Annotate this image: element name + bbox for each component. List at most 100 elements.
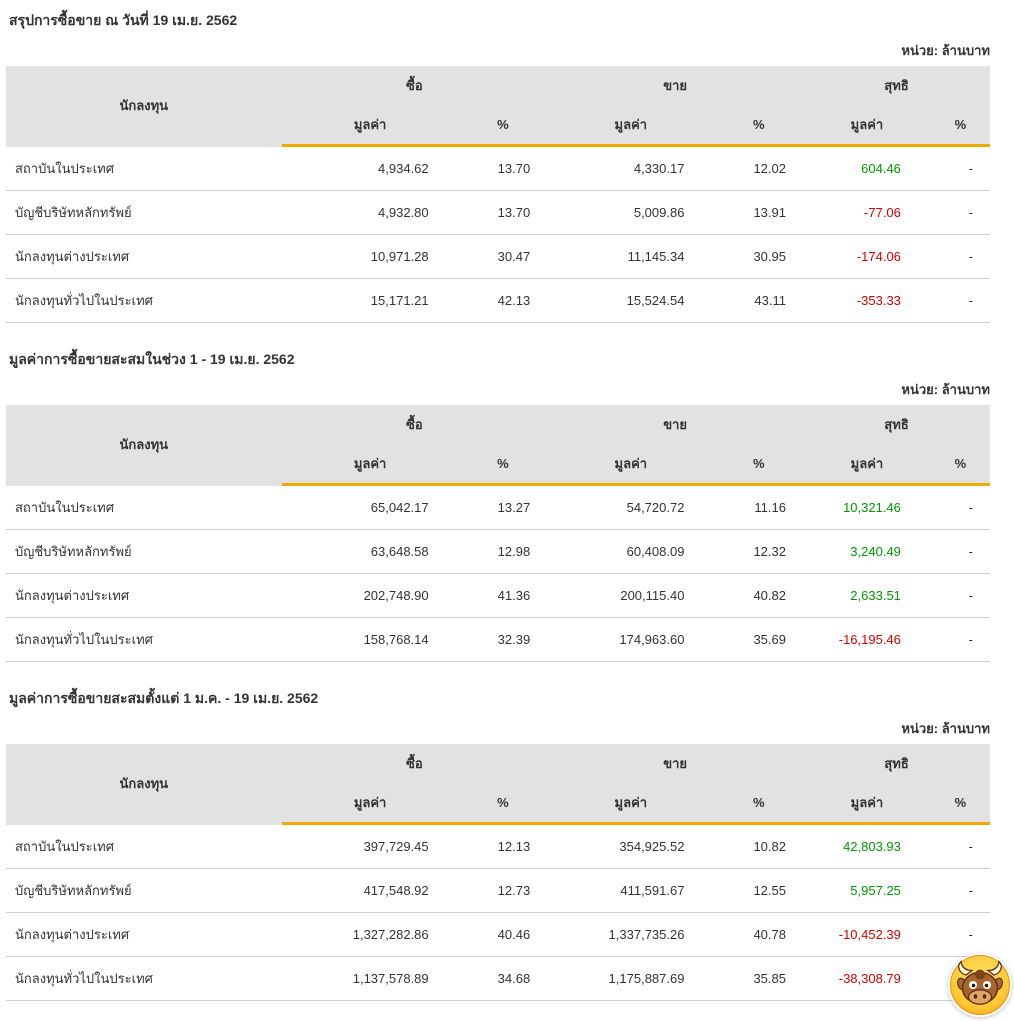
sell-percent: 12.02 (714, 145, 803, 191)
sell-percent: 12.32 (714, 529, 803, 574)
buy-percent: 32.39 (458, 617, 548, 662)
buy-percent: 34.68 (458, 956, 548, 1001)
col-header-net: สุทธิ (803, 744, 990, 783)
investor-name: สถาบันในประเทศ (6, 823, 282, 869)
buy-value: 10,971.28 (281, 234, 459, 279)
net-percent: - (930, 529, 990, 574)
col-header-net-percent: % (930, 444, 990, 486)
col-header-investor: นักลงทุน (6, 66, 282, 147)
buy-value: 397,729.45 (281, 823, 459, 869)
investor-name: นักลงทุนทั่วไปในประเทศ (6, 278, 282, 323)
col-header-net-value: มูลค่า (803, 444, 931, 486)
col-header-buy-value: มูลค่า (281, 105, 459, 147)
investor-name: บัญชีบริษัทหลักทรัพย์ (6, 868, 282, 913)
unit-label: หน่วย: ล้านบาท (901, 382, 990, 397)
sell-value: 54,720.72 (547, 484, 715, 530)
table-row: สถาบันในประเทศ 397,729.45 12.13 354,925.… (6, 823, 990, 869)
table-row: สถาบันในประเทศ 65,042.17 13.27 54,720.72… (6, 484, 990, 530)
buy-value: 65,042.17 (281, 484, 459, 530)
net-percent: - (930, 823, 990, 869)
sell-value: 1,175,887.69 (547, 956, 715, 1001)
net-value: 5,957.25 (803, 868, 931, 913)
net-value: 604.46 (803, 145, 931, 191)
net-percent: - (930, 868, 990, 913)
investor-name: นักลงทุนทั่วไปในประเทศ (6, 617, 282, 662)
sell-percent: 13.91 (714, 190, 803, 235)
net-value: 3,240.49 (803, 529, 931, 574)
period-trade-table: นักลงทุน ซื้อ ขาย สุทธิ มูลค่า % มูลค่า … (6, 405, 990, 662)
col-header-net: สุทธิ (803, 405, 990, 444)
sell-value: 4,330.17 (547, 145, 715, 191)
col-header-investor: นักลงทุน (6, 744, 282, 825)
daily-trade-table: นักลงทุน ซื้อ ขาย สุทธิ มูลค่า % มูลค่า … (6, 66, 990, 323)
net-value: -38,308.79 (803, 956, 931, 1001)
col-header-buy: ซื้อ (281, 405, 548, 444)
section-title: มูลค่าการซื้อขายสะสมตั้งแต่ 1 ม.ค. - 19 … (9, 690, 319, 706)
net-value: 2,633.51 (803, 573, 931, 618)
unit-label: หน่วย: ล้านบาท (901, 721, 990, 736)
table-row: บัญชีบริษัทหลักทรัพย์ 63,648.58 12.98 60… (6, 529, 990, 574)
table-row: บัญชีบริษัทหลักทรัพย์ 4,932.80 13.70 5,0… (6, 190, 990, 235)
sell-value: 60,408.09 (547, 529, 715, 574)
buy-value: 4,934.62 (281, 145, 459, 191)
col-header-net-value: มูลค่า (803, 783, 931, 825)
buy-percent: 40.46 (458, 912, 548, 957)
sell-percent: 35.69 (714, 617, 803, 662)
net-percent: - (930, 484, 990, 530)
investor-name: บัญชีบริษัทหลักทรัพย์ (6, 529, 282, 574)
net-value: -10,452.39 (803, 912, 931, 957)
net-percent: - (930, 617, 990, 662)
col-header-sell: ขาย (547, 66, 803, 105)
sell-percent: 35.85 (714, 956, 803, 1001)
buy-percent: 13.70 (458, 145, 548, 191)
buy-percent: 12.13 (458, 823, 548, 869)
investor-name: นักลงทุนต่างประเทศ (6, 912, 282, 957)
net-percent: - (930, 573, 990, 618)
col-header-buy-percent: % (458, 105, 548, 147)
col-header-sell-value: มูลค่า (547, 783, 715, 825)
section-title: มูลค่าการซื้อขายสะสมในช่วง 1 - 19 เม.ย. … (9, 351, 295, 367)
buy-value: 63,648.58 (281, 529, 459, 574)
col-header-buy-percent: % (458, 783, 548, 825)
net-percent: - (930, 278, 990, 323)
sell-percent: 10.82 (714, 823, 803, 869)
col-header-net-percent: % (930, 783, 990, 825)
net-percent: - (930, 190, 990, 235)
buy-percent: 42.13 (458, 278, 548, 323)
sell-value: 11,145.34 (547, 234, 715, 279)
investor-name: นักลงทุนต่างประเทศ (6, 573, 282, 618)
table-row: นักลงทุนต่างประเทศ 202,748.90 41.36 200,… (6, 573, 990, 618)
col-header-buy: ซื้อ (281, 66, 548, 105)
sell-percent: 30.95 (714, 234, 803, 279)
net-percent: - (930, 145, 990, 191)
buy-value: 417,548.92 (281, 868, 459, 913)
col-header-sell: ขาย (547, 744, 803, 783)
investor-name: บัญชีบริษัทหลักทรัพย์ (6, 190, 282, 235)
buy-value: 15,171.21 (281, 278, 459, 323)
buy-percent: 41.36 (458, 573, 548, 618)
col-header-sell-percent: % (714, 444, 803, 486)
col-header-net-percent: % (930, 105, 990, 147)
col-header-sell-value: มูลค่า (547, 444, 715, 486)
ytd-summary-section: มูลค่าการซื้อขายสะสมตั้งแต่ 1 ม.ค. - 19 … (6, 686, 990, 1001)
sell-value: 174,963.60 (547, 617, 715, 662)
sell-percent: 40.78 (714, 912, 803, 957)
col-header-buy-percent: % (458, 444, 548, 486)
sell-value: 1,337,735.26 (547, 912, 715, 957)
sell-percent: 11.16 (714, 484, 803, 530)
sell-percent: 40.82 (714, 573, 803, 618)
col-header-sell-percent: % (714, 783, 803, 825)
table-row: นักลงทุนทั่วไปในประเทศ 1,137,578.89 34.6… (6, 956, 990, 1001)
sell-value: 15,524.54 (547, 278, 715, 323)
table-row: นักลงทุนทั่วไปในประเทศ 15,171.21 42.13 1… (6, 278, 990, 323)
net-value: 42,803.93 (803, 823, 931, 869)
chat-mascot-button[interactable] (948, 953, 1012, 1017)
net-value: 10,321.46 (803, 484, 931, 530)
col-header-net: สุทธิ (803, 66, 990, 105)
buy-percent: 12.98 (458, 529, 548, 574)
buy-percent: 13.70 (458, 190, 548, 235)
sell-value: 354,925.52 (547, 823, 715, 869)
net-value: -16,195.46 (803, 617, 931, 662)
buy-value: 202,748.90 (281, 573, 459, 618)
col-header-investor: นักลงทุน (6, 405, 282, 486)
